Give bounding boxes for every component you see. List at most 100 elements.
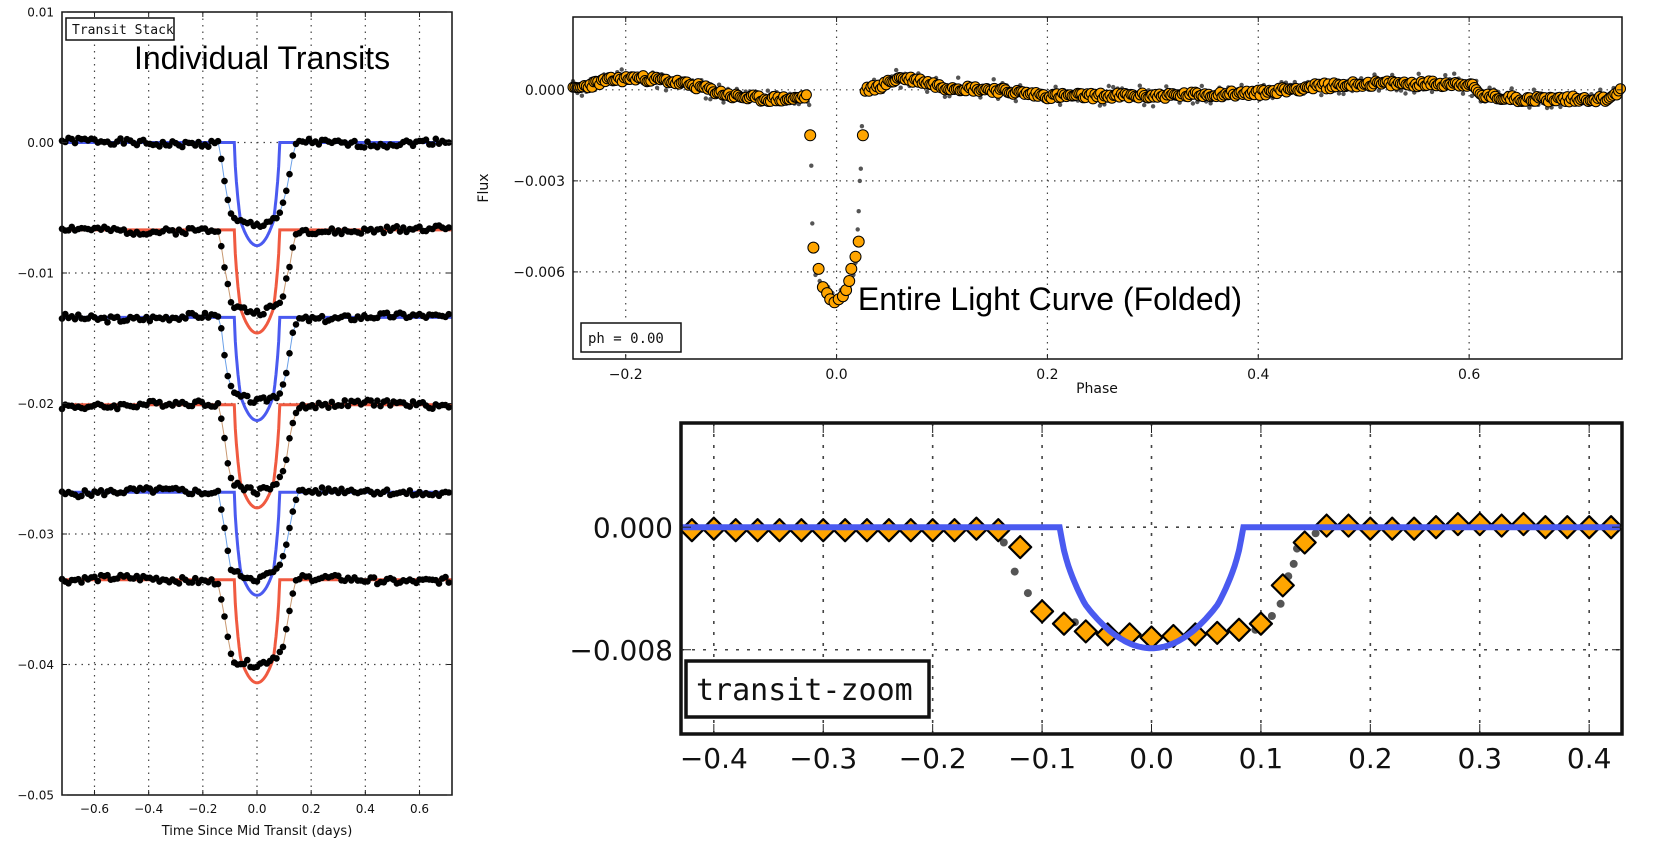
binned-point — [1183, 622, 1208, 647]
data-point — [221, 434, 228, 442]
data-point — [445, 404, 453, 411]
raw-point — [898, 85, 903, 90]
raw-point — [1598, 87, 1603, 92]
data-point — [289, 152, 297, 159]
data-point — [114, 313, 121, 321]
binned-point — [1292, 530, 1317, 555]
raw-point — [956, 75, 961, 80]
data-point — [318, 484, 326, 491]
y-tick-label: −0.03 — [17, 527, 54, 541]
data-point — [273, 214, 280, 222]
data-point — [286, 607, 293, 615]
raw-point — [1429, 89, 1435, 95]
binned-point — [849, 250, 862, 263]
data-connector-line — [61, 486, 449, 582]
y-tick-label: −0.003 — [513, 174, 565, 190]
binned-point — [1248, 611, 1273, 636]
data-point — [445, 489, 453, 496]
binned-points — [567, 70, 1626, 309]
data-point — [224, 372, 232, 380]
raw-point — [1097, 103, 1103, 108]
data-point — [292, 321, 300, 328]
raw-point — [807, 102, 812, 108]
data-point — [78, 579, 85, 586]
data-point — [445, 224, 453, 231]
data-point — [221, 177, 228, 185]
data-point — [224, 280, 232, 288]
axis-ticks — [62, 11, 452, 796]
data-point — [97, 487, 105, 494]
data-point — [273, 655, 280, 662]
data-connector-line — [61, 574, 450, 669]
data-point — [94, 577, 102, 585]
y-tick-labels: 0.01 0.00 −0.01 −0.02 −0.03 −0.04 −0.05 — [17, 5, 54, 802]
y-tick-labels: 0.000 −0.008 — [569, 511, 673, 667]
raw-point — [999, 538, 1008, 547]
data-point — [286, 435, 293, 442]
raw-point — [894, 67, 899, 73]
data-point — [276, 473, 284, 481]
data-point — [445, 310, 453, 318]
raw-point — [1416, 71, 1421, 77]
data-point — [338, 402, 345, 410]
data-point — [325, 404, 332, 412]
x-tick-label: 0.0 — [825, 367, 847, 383]
binned-point — [1445, 512, 1470, 537]
data-point — [283, 369, 290, 377]
x-tick-labels: −0.4 −0.3 −0.2 −0.1 0.0 0.1 0.2 0.3 0.4 — [680, 742, 1612, 775]
binned-point — [845, 262, 858, 275]
data-point — [374, 397, 381, 405]
data-point — [221, 613, 228, 620]
binned-point — [807, 241, 820, 254]
plot-frame — [572, 16, 1623, 360]
x-tick-label: −0.4 — [134, 802, 163, 816]
data-connector-line — [61, 224, 449, 316]
data-point — [224, 633, 232, 641]
series-transit-6 — [58, 571, 453, 685]
data-point — [289, 419, 297, 427]
binned-point — [1615, 83, 1626, 95]
binned-point — [1030, 599, 1055, 624]
data-point — [344, 402, 352, 410]
data-point — [279, 381, 287, 388]
legend-box-frame — [65, 17, 175, 41]
legend-box-label: Transit Stack — [72, 23, 174, 38]
y-tick-labels: 0.000 −0.003 −0.006 — [513, 83, 565, 281]
raw-point — [855, 227, 860, 232]
data-point — [192, 574, 199, 582]
raw-point — [1239, 82, 1244, 88]
data-point — [279, 643, 287, 651]
data-point — [276, 390, 284, 397]
series-transit-2 — [58, 222, 453, 335]
data-point — [276, 209, 284, 216]
binned-point — [1073, 619, 1098, 644]
data-point — [435, 580, 443, 587]
data-point — [218, 325, 225, 332]
raw-point — [1531, 87, 1537, 92]
series-transit-1 — [58, 134, 453, 248]
data-point — [432, 135, 440, 143]
data-point — [182, 230, 189, 238]
raw-point — [1460, 91, 1466, 96]
data-point — [175, 580, 183, 587]
binned-point — [856, 129, 869, 142]
data-point — [422, 136, 430, 143]
raw-point — [1341, 91, 1346, 97]
data-point — [276, 561, 284, 569]
data-point — [283, 456, 290, 464]
data-point — [429, 141, 436, 148]
raw-point — [1527, 105, 1532, 110]
data-point — [218, 596, 225, 603]
data-point — [71, 139, 79, 147]
raw-point — [925, 89, 930, 95]
y-axis-label: Flux — [476, 173, 492, 202]
zoom-points — [679, 512, 1624, 652]
data-point — [283, 275, 290, 282]
data-point — [214, 400, 222, 407]
data-point — [208, 576, 215, 583]
y-tick-label: −0.006 — [513, 265, 565, 281]
data-point — [218, 155, 225, 163]
data-point — [279, 467, 287, 475]
model-curve — [681, 524, 1620, 652]
